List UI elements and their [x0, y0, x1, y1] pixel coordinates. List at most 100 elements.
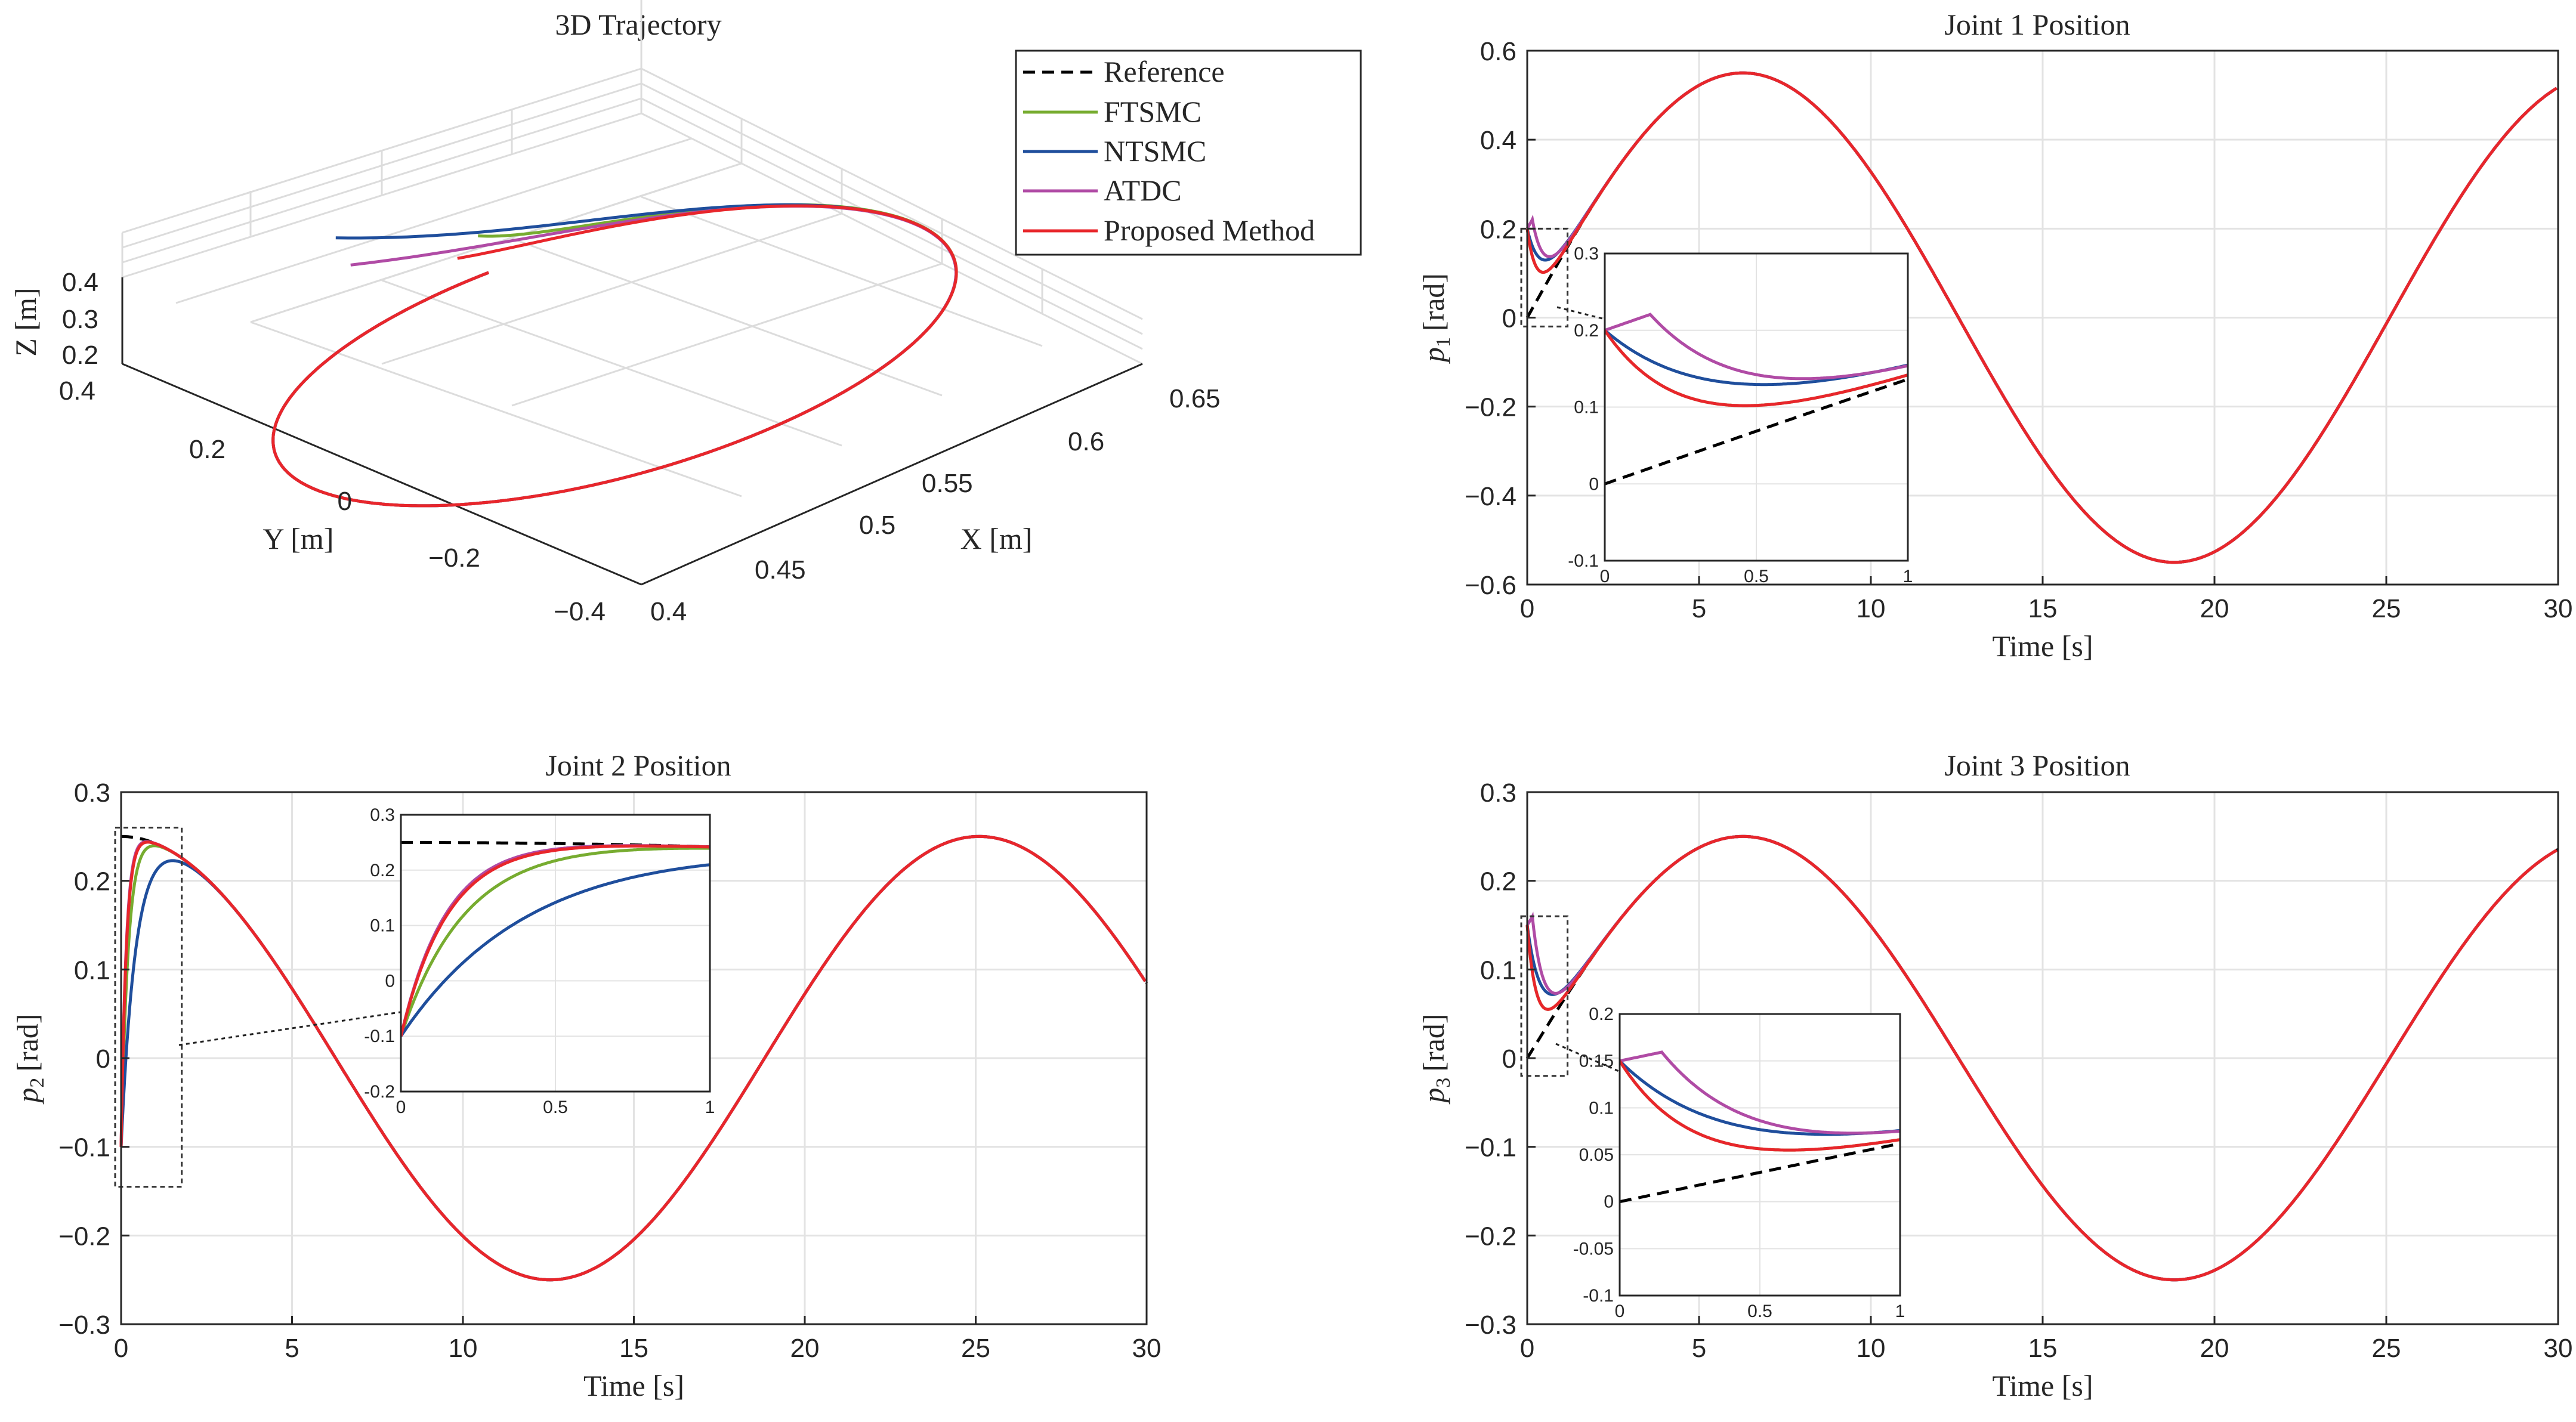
y-tick-label: 0.6 — [1480, 37, 1516, 66]
trajectory-line-ntsmc — [271, 203, 957, 508]
inset-y-tick-label: 0.1 — [1574, 398, 1599, 418]
inset-box — [1604, 252, 1909, 562]
inset-line-proposed-method — [1605, 329, 1908, 407]
y-tick-label: 0 — [1502, 304, 1516, 333]
inset-box — [1619, 1013, 1901, 1297]
inset-x-tick-label: 0 — [1615, 1302, 1625, 1321]
x-tick-label: 30 — [2544, 594, 2573, 623]
y-tick-label: 0.2 — [189, 435, 226, 464]
y-tick-label: 0.1 — [74, 956, 110, 985]
x-tick-label: 10 — [449, 1334, 478, 1363]
axes-3d — [121, 277, 1143, 586]
x-axis-label: Time [s] — [1992, 629, 2093, 663]
inset-x-tick-label: 0.5 — [1744, 567, 1769, 586]
inset-plot: 0 0.5 1 -0.1 -0.05 0 0.05 0.1 0.15 0.2 — [1573, 1004, 1905, 1321]
inset-y-tick-label: -0.1 — [1568, 551, 1599, 571]
x-tick-label: 30 — [1132, 1334, 1162, 1363]
y-axis-label-sub: 1 — [1432, 337, 1454, 347]
z-tick-label: 0.3 — [62, 305, 98, 334]
inset-y-tick-label: -0.1 — [1583, 1286, 1614, 1306]
inset-y-tick-label: 0.3 — [370, 805, 395, 825]
x-tick-label: 0.55 — [922, 469, 973, 498]
y-tick-label: 0 — [1502, 1044, 1516, 1074]
y-tick-label: 0.1 — [1480, 956, 1516, 985]
inset-x-tick-label: 1 — [1895, 1302, 1905, 1321]
gridline-3d — [641, 97, 1143, 350]
inset-line-proposed-method — [401, 844, 710, 1037]
y-axis-label-var: p — [1417, 1088, 1450, 1105]
x-axis-label: Time [s] — [1992, 1369, 2093, 1402]
x-tick-label: 15 — [2028, 594, 2058, 623]
y-tick-label: −0.2 — [58, 1222, 110, 1251]
inset-x-tick-label: 0.5 — [1747, 1302, 1772, 1321]
legend-label: FTSMC — [1104, 95, 1201, 128]
zoom-box — [1520, 915, 1569, 1077]
inset-y-tick-label: -0.05 — [1573, 1239, 1614, 1259]
x-ticks-3d: 0.4 0.45 0.5 0.55 0.6 0.65 — [650, 384, 1221, 626]
x-tick-label: 5 — [1692, 1334, 1706, 1363]
x-tick-label: 25 — [2372, 594, 2401, 623]
x-tick-label: 20 — [790, 1334, 820, 1363]
inset-curves — [1620, 1050, 1900, 1204]
legend-label: NTSMC — [1104, 134, 1206, 168]
y-tick-label: 0.2 — [1480, 867, 1516, 897]
y-axis-label-sub: 2 — [26, 1078, 48, 1088]
y-tick-label: −0.1 — [1465, 1133, 1516, 1163]
inset-curves — [401, 840, 710, 1037]
gridline-3d — [381, 212, 842, 365]
y-axis-label: p2 [rad] — [11, 1013, 48, 1104]
y-axis-label-3d: Y [m] — [263, 522, 334, 555]
x-axis-label: Time [s] — [583, 1369, 684, 1402]
y-tick-label: 0 — [96, 1044, 110, 1074]
legend-label: Proposed Method — [1104, 214, 1315, 247]
x-tick-label: 15 — [2028, 1334, 2058, 1363]
legend-label: Reference — [1104, 55, 1225, 88]
inset-y-tick-label: 0.3 — [1574, 244, 1599, 264]
inset-y-tick-label: 0.2 — [1574, 321, 1599, 341]
z-tick-label: 0.4 — [62, 268, 98, 297]
legend-entry: Proposed Method — [1023, 214, 1315, 247]
y-axis-label-var: p — [11, 1088, 44, 1105]
inset-y-tick-label: 0.1 — [1589, 1098, 1614, 1118]
inset-y-tick-label: 0.1 — [370, 916, 395, 936]
gridline-3d — [641, 112, 1143, 365]
y-axis-label: p1 [rad] — [1417, 273, 1454, 364]
chart-title: Joint 2 Position — [545, 749, 731, 782]
legend-entry: FTSMC — [1023, 95, 1201, 128]
inset-plot: 0 0.5 1 -0.2 -0.1 0 0.1 0.2 0.3 — [364, 805, 715, 1117]
x-axis-label-3d: X [m] — [960, 522, 1033, 555]
inset-box — [400, 814, 711, 1093]
x-tick-label: 15 — [619, 1334, 648, 1363]
inset-y-tick-label: 0.2 — [370, 861, 395, 880]
x-tick-label: 0.5 — [859, 511, 895, 540]
gridline-3d — [641, 196, 1043, 347]
gridline-3d — [175, 137, 693, 304]
y-tick-label: 0.4 — [1480, 126, 1516, 155]
z-ticks: 0.4 0.3 0.2 — [62, 268, 98, 370]
y-tick-label: 0 — [338, 487, 352, 516]
gridline-3d — [381, 279, 842, 447]
y-tick-label: −0.2 — [1465, 1222, 1516, 1251]
x-tick-label: 10 — [1857, 1334, 1886, 1363]
inset-y-tick-label: 0.15 — [1579, 1052, 1614, 1071]
y-tick-label: −0.4 — [554, 597, 606, 626]
y-tick-label: −0.3 — [58, 1310, 110, 1340]
x-tick-label: 0 — [114, 1334, 128, 1363]
y-axis-line — [122, 363, 642, 586]
inset-curves — [1605, 313, 1908, 486]
x-tick-label: 5 — [285, 1334, 299, 1363]
y-ticks-3d: 0.4 0.2 0 −0.2 −0.4 — [59, 376, 606, 626]
trajectory-line-atdc — [271, 205, 958, 508]
y-axis-label-unit: [rad] — [1417, 1013, 1450, 1071]
z-axis-label: Z [m] — [9, 288, 42, 356]
x-tick-label: 20 — [2200, 1334, 2229, 1363]
x-tick-label: 0.6 — [1068, 427, 1104, 456]
gridline-3d — [511, 237, 943, 397]
legend-entry: Reference — [1023, 55, 1225, 88]
y-tick-label: 0.2 — [1480, 215, 1516, 244]
y-tick-label: −0.4 — [1465, 482, 1516, 511]
